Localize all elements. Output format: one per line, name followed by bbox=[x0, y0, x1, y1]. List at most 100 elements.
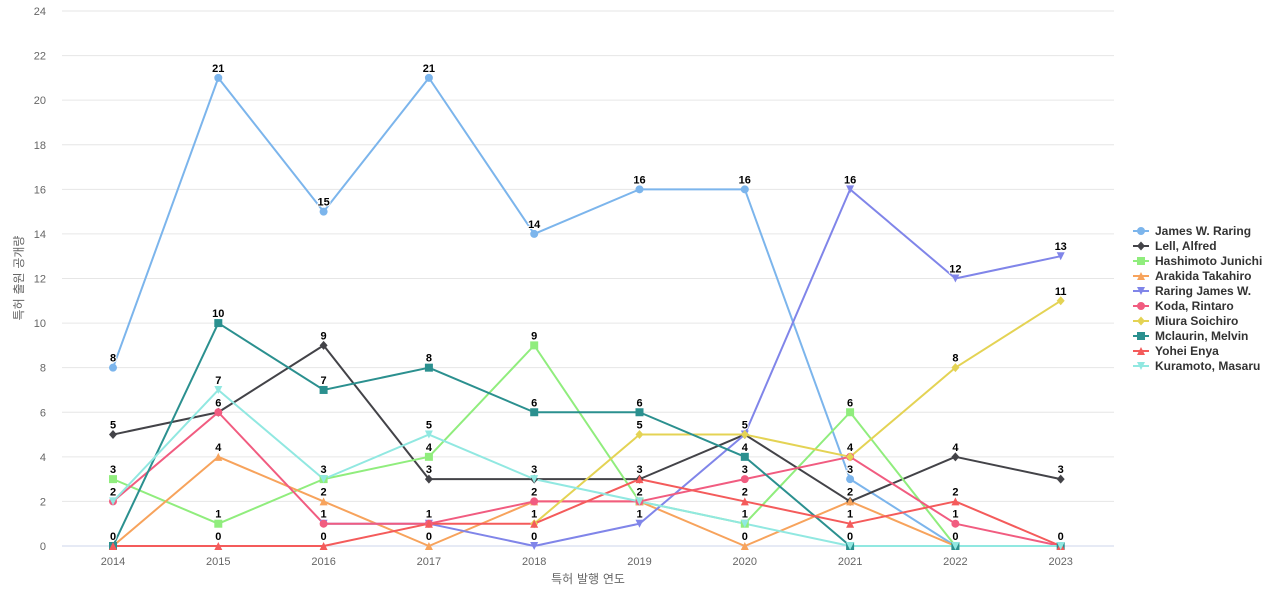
data-point-james-w-raring[interactable] bbox=[846, 475, 855, 484]
legend-marker[interactable] bbox=[1137, 272, 1145, 280]
x-tick-label: 2021 bbox=[838, 556, 862, 568]
data-label: 9 bbox=[531, 330, 537, 342]
data-point-koda-rintaro[interactable] bbox=[740, 475, 749, 484]
data-point-mclaurin-melvin[interactable] bbox=[424, 363, 433, 372]
data-point-mclaurin-melvin[interactable] bbox=[214, 319, 223, 328]
legend-item[interactable]: Lell, Alfred bbox=[1133, 239, 1217, 253]
data-point-arakida-takahiro[interactable] bbox=[214, 452, 223, 461]
data-point-kuramoto-masaru[interactable] bbox=[740, 519, 749, 528]
legend-item[interactable]: Yohei Enya bbox=[1133, 344, 1219, 358]
legend-marker[interactable] bbox=[1137, 257, 1145, 265]
legend-marker[interactable] bbox=[1137, 302, 1145, 310]
data-point-kuramoto-masaru[interactable] bbox=[951, 542, 960, 550]
data-point-koda-rintaro[interactable] bbox=[951, 519, 960, 528]
data-point-james-w-raring[interactable] bbox=[319, 207, 328, 216]
data-point-hashimoto-junichi[interactable] bbox=[424, 452, 433, 461]
data-point-miura-soichiro[interactable] bbox=[951, 363, 960, 373]
data-point-kuramoto-masaru[interactable] bbox=[846, 542, 855, 550]
data-point-yohei-enya[interactable] bbox=[635, 475, 644, 484]
data-point-kuramoto-masaru[interactable] bbox=[424, 430, 433, 439]
data-point-lell-alfred[interactable] bbox=[951, 452, 960, 462]
data-point-james-w-raring[interactable] bbox=[740, 185, 749, 194]
data-point-yohei-enya[interactable] bbox=[846, 519, 855, 528]
legend-marker[interactable] bbox=[1137, 287, 1145, 295]
data-point-james-w-raring[interactable] bbox=[530, 229, 539, 238]
data-point-hashimoto-junichi[interactable] bbox=[109, 475, 117, 484]
data-label: 2 bbox=[531, 486, 537, 498]
legend-item[interactable]: Koda, Rintaro bbox=[1133, 299, 1234, 313]
data-point-miura-soichiro[interactable] bbox=[635, 430, 644, 440]
y-tick-label: 14 bbox=[34, 229, 46, 241]
data-point-arakida-takahiro[interactable] bbox=[740, 542, 749, 550]
data-point-lell-alfred[interactable] bbox=[424, 474, 433, 484]
data-label: 5 bbox=[110, 420, 116, 432]
legend-marker[interactable] bbox=[1137, 227, 1145, 235]
data-point-kuramoto-masaru[interactable] bbox=[319, 475, 328, 484]
legend-item[interactable]: James W. Raring bbox=[1133, 224, 1251, 238]
data-point-hashimoto-junichi[interactable] bbox=[846, 408, 855, 417]
legend-item[interactable]: Kuramoto, Masaru bbox=[1133, 359, 1260, 373]
data-point-yohei-enya[interactable] bbox=[951, 497, 960, 506]
data-point-mclaurin-melvin[interactable] bbox=[635, 408, 644, 417]
data-point-yohei-enya[interactable] bbox=[214, 542, 223, 550]
data-point-kuramoto-masaru[interactable] bbox=[530, 475, 539, 484]
series-markers[interactable] bbox=[109, 73, 1065, 550]
data-point-lell-alfred[interactable] bbox=[319, 340, 328, 350]
legend-marker[interactable] bbox=[1137, 332, 1145, 340]
data-point-lell-alfred[interactable] bbox=[109, 430, 117, 440]
series-lines bbox=[112, 76, 1062, 547]
data-point-raring-james-w[interactable] bbox=[635, 519, 644, 528]
data-label: 5 bbox=[636, 420, 642, 432]
data-point-hashimoto-junichi[interactable] bbox=[214, 519, 223, 528]
data-point-miura-soichiro[interactable] bbox=[846, 452, 855, 462]
data-point-lell-alfred[interactable] bbox=[1056, 474, 1065, 484]
data-point-kuramoto-masaru[interactable] bbox=[635, 497, 644, 506]
data-label: 6 bbox=[636, 397, 642, 409]
data-point-raring-james-w[interactable] bbox=[951, 274, 960, 283]
data-point-miura-soichiro[interactable] bbox=[740, 430, 749, 440]
data-point-yohei-enya[interactable] bbox=[740, 497, 749, 506]
data-point-james-w-raring[interactable] bbox=[424, 73, 433, 82]
data-point-miura-soichiro[interactable] bbox=[1056, 296, 1065, 306]
data-point-mclaurin-melvin[interactable] bbox=[530, 408, 539, 417]
legend-item[interactable]: Miura Soichiro bbox=[1133, 314, 1238, 328]
data-point-yohei-enya[interactable] bbox=[530, 519, 539, 528]
legend-item[interactable]: Raring James W. bbox=[1133, 284, 1251, 298]
legend-item[interactable]: Mclaurin, Melvin bbox=[1133, 329, 1248, 343]
data-point-arakida-takahiro[interactable] bbox=[846, 497, 855, 506]
data-point-mclaurin-melvin[interactable] bbox=[319, 385, 328, 394]
data-point-koda-rintaro[interactable] bbox=[214, 408, 223, 417]
data-point-james-w-raring[interactable] bbox=[635, 185, 644, 194]
data-point-james-w-raring[interactable] bbox=[109, 363, 117, 372]
data-point-arakida-takahiro[interactable] bbox=[319, 497, 328, 506]
y-tick-label: 6 bbox=[40, 407, 46, 419]
data-point-james-w-raring[interactable] bbox=[214, 73, 223, 82]
data-point-koda-rintaro[interactable] bbox=[530, 497, 539, 506]
y-tick-label: 12 bbox=[34, 274, 46, 286]
data-point-mclaurin-melvin[interactable] bbox=[740, 452, 749, 461]
data-point-kuramoto-masaru[interactable] bbox=[109, 497, 117, 506]
data-label: 21 bbox=[423, 63, 435, 75]
data-point-yohei-enya[interactable] bbox=[109, 542, 117, 550]
data-label: 0 bbox=[742, 531, 748, 543]
data-point-raring-james-w[interactable] bbox=[846, 185, 855, 194]
data-point-kuramoto-masaru[interactable] bbox=[1056, 542, 1065, 550]
legend-item[interactable]: Arakida Takahiro bbox=[1133, 269, 1251, 283]
legend-marker[interactable] bbox=[1137, 316, 1145, 326]
x-tick-label: 2014 bbox=[101, 556, 125, 568]
data-point-hashimoto-junichi[interactable] bbox=[530, 341, 539, 350]
legend-marker[interactable] bbox=[1137, 347, 1145, 355]
data-point-arakida-takahiro[interactable] bbox=[424, 542, 433, 550]
legend-label: Yohei Enya bbox=[1155, 344, 1219, 358]
legend-item[interactable]: Hashimoto Junichi bbox=[1133, 254, 1262, 268]
data-label: 0 bbox=[110, 531, 116, 543]
legend-marker[interactable] bbox=[1137, 362, 1145, 370]
legend-marker[interactable] bbox=[1137, 241, 1145, 251]
data-point-kuramoto-masaru[interactable] bbox=[214, 385, 223, 394]
data-point-yohei-enya[interactable] bbox=[319, 542, 328, 550]
data-point-raring-james-w[interactable] bbox=[1056, 252, 1065, 261]
data-point-yohei-enya[interactable] bbox=[424, 519, 433, 528]
data-point-koda-rintaro[interactable] bbox=[319, 519, 328, 528]
data-point-raring-james-w[interactable] bbox=[530, 542, 539, 550]
